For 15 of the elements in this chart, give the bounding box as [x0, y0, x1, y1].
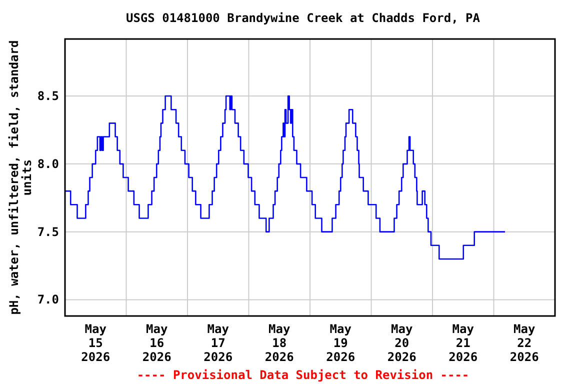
y-tick-label: 7.5 — [37, 224, 59, 239]
x-tick-label: May 21 2026 — [448, 322, 478, 364]
text: ---- Provisional Data Subject to Revision ---- — [136, 368, 470, 382]
x-tick-label: May 20 2026 — [387, 322, 416, 364]
y-tick-label: 7.0 — [37, 292, 59, 307]
x-tick-label: May 15 2026 — [81, 322, 110, 364]
x-tick-label: May 22 2026 — [510, 322, 539, 364]
x-tick-label: May 19 2026 — [326, 322, 356, 364]
y-tick-label: 8.0 — [37, 156, 59, 171]
y-tick-label: 8.5 — [37, 89, 59, 104]
y-axis-title: pH, water, unfiltered, field, standard units — [7, 40, 34, 315]
chart-title: USGS 01481000 Brandywine Creek at Chadds Ford, PA — [126, 11, 481, 25]
x-tick-label: May 18 2026 — [264, 322, 294, 364]
x-tick-label: May 16 2026 — [142, 322, 172, 364]
x-tick-label: May 17 2026 — [204, 322, 233, 364]
